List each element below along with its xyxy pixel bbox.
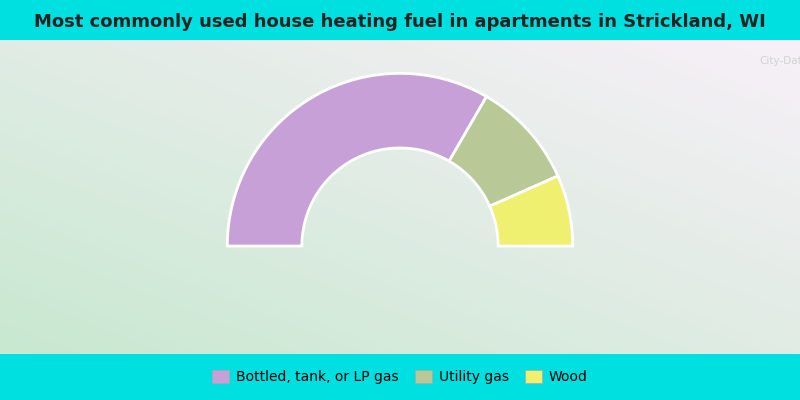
Polygon shape xyxy=(227,73,486,246)
Polygon shape xyxy=(490,176,573,246)
Polygon shape xyxy=(449,96,558,206)
Text: City-Data.com: City-Data.com xyxy=(760,56,800,66)
Text: Most commonly used house heating fuel in apartments in Strickland, WI: Most commonly used house heating fuel in… xyxy=(34,13,766,31)
Legend: Bottled, tank, or LP gas, Utility gas, Wood: Bottled, tank, or LP gas, Utility gas, W… xyxy=(206,364,594,390)
